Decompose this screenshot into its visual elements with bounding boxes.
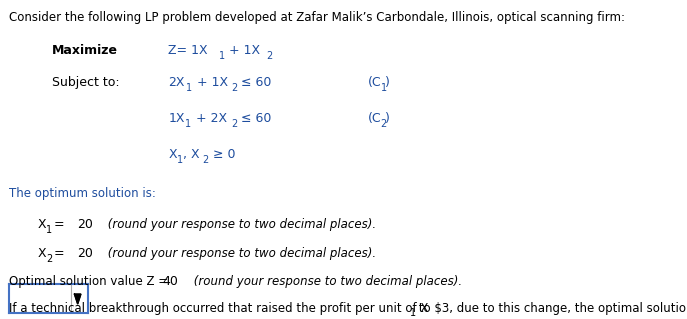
Text: 2: 2: [203, 155, 209, 165]
Text: 1X: 1X: [168, 112, 185, 125]
Text: + 2X: + 2X: [192, 112, 227, 125]
Text: to $3, due to this change, the optimal solution: to $3, due to this change, the optimal s…: [415, 302, 687, 315]
Text: X: X: [38, 247, 47, 260]
Text: 40: 40: [163, 275, 179, 288]
Text: 1: 1: [177, 155, 183, 165]
Text: Optimal solution value Z =: Optimal solution value Z =: [9, 275, 172, 288]
Text: 20: 20: [77, 218, 93, 231]
Text: Consider the following LP problem developed at Zafar Malik’s Carbondale, Illinoi: Consider the following LP problem develo…: [9, 11, 625, 24]
Text: 2X: 2X: [168, 76, 185, 89]
Text: 20: 20: [77, 247, 93, 260]
Text: Maximize: Maximize: [52, 44, 117, 57]
Text: ): ): [385, 112, 390, 125]
Text: ): ): [385, 76, 390, 89]
Text: The optimum solution is:: The optimum solution is:: [9, 187, 156, 200]
Text: 1: 1: [186, 83, 192, 93]
Text: Z= 1X: Z= 1X: [168, 44, 208, 57]
Text: X: X: [38, 218, 47, 231]
Text: + 1X: + 1X: [225, 44, 260, 57]
Text: (C: (C: [368, 76, 381, 89]
Text: 2: 2: [46, 254, 52, 264]
Text: 1: 1: [218, 51, 225, 61]
Polygon shape: [74, 294, 81, 304]
Text: =: =: [50, 247, 69, 260]
Text: =: =: [50, 218, 69, 231]
Text: 2: 2: [381, 119, 387, 129]
Text: (round your response to two decimal places).: (round your response to two decimal plac…: [104, 218, 376, 231]
Text: 2: 2: [231, 83, 237, 93]
Text: (C: (C: [368, 112, 381, 125]
Text: 2: 2: [267, 51, 273, 61]
Text: If a technical breakthrough occurred that raised the profit per unit of X: If a technical breakthrough occurred tha…: [9, 302, 428, 315]
Text: 1: 1: [410, 308, 416, 318]
Text: 2: 2: [231, 119, 237, 129]
Text: (round your response to two decimal places).: (round your response to two decimal plac…: [190, 275, 462, 288]
Text: X: X: [168, 148, 177, 161]
Text: (round your response to two decimal places).: (round your response to two decimal plac…: [104, 247, 376, 260]
Text: 1: 1: [381, 83, 387, 93]
Text: + 1X: + 1X: [193, 76, 228, 89]
Text: ≤ 60: ≤ 60: [237, 76, 271, 89]
Text: Subject to:: Subject to:: [52, 76, 119, 89]
Text: ≥ 0: ≥ 0: [209, 148, 236, 161]
Text: 1: 1: [46, 225, 52, 234]
Text: ≤ 60: ≤ 60: [237, 112, 271, 125]
Text: 1: 1: [185, 119, 191, 129]
Text: , X: , X: [183, 148, 200, 161]
